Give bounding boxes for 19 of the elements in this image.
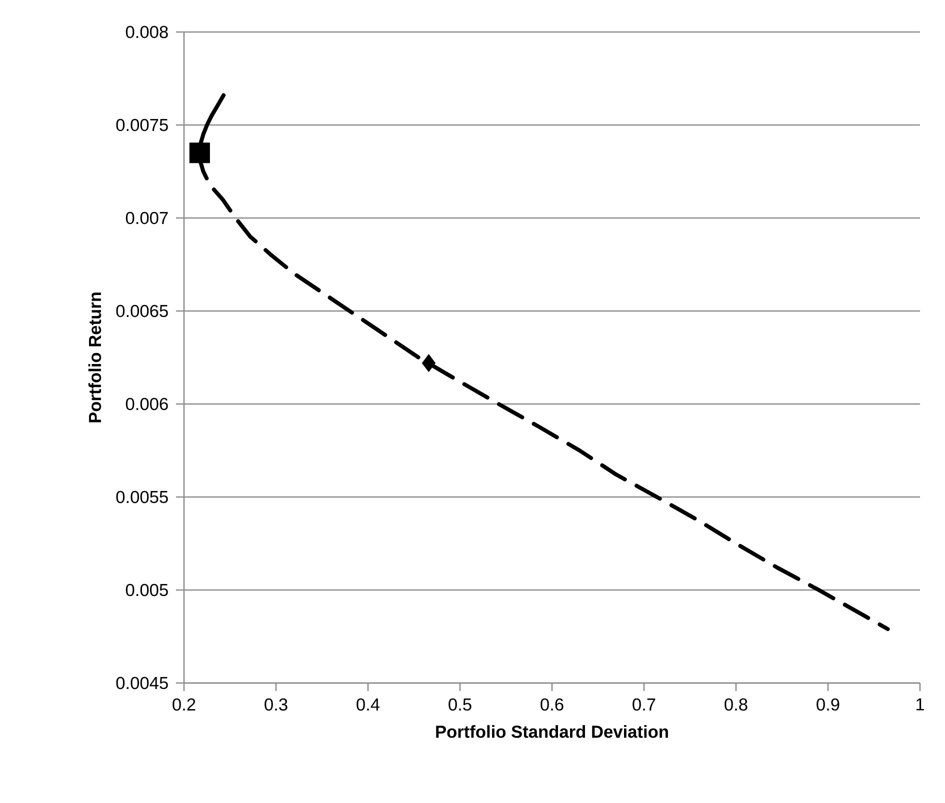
y-tick-label: 0.007 [126, 212, 168, 224]
x-tick-label: 0.6 [540, 698, 564, 711]
x-tick-label: 0.3 [264, 698, 288, 711]
y-tick-label: 0.0075 [116, 118, 168, 132]
y-tick-label: 0.008 [126, 26, 168, 38]
y-tick-label: 0.0065 [116, 304, 168, 318]
y-tick-label: 0.0055 [116, 490, 168, 504]
x-tick-label: 0.5 [448, 698, 472, 711]
x-tick-label: 0.7 [632, 698, 656, 711]
x-axis-title: Portfolio Standard Deviation [436, 725, 668, 738]
x-tick-label: 0.2 [172, 698, 196, 711]
y-axis-title: Portfolio Return [88, 292, 102, 422]
x-tick-label: 0.4 [356, 698, 380, 711]
y-tick-label: 0.006 [126, 398, 168, 410]
y-tick-label: 0.005 [126, 584, 168, 596]
x-tick-label: 0.8 [724, 698, 748, 711]
y-tick-label: 0.0045 [116, 676, 168, 690]
x-tick-label: 0.9 [816, 698, 840, 711]
x-tick-label: 1 [916, 698, 924, 710]
